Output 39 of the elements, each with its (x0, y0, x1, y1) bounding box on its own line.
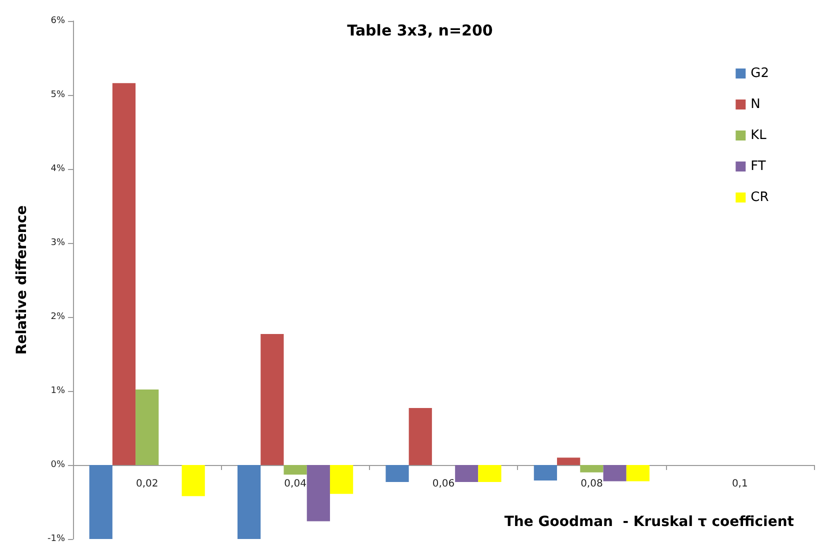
y-tick-label: 1% (50, 386, 66, 396)
bar (89, 465, 112, 539)
bar (534, 465, 558, 481)
x-tick-label: 0,02 (136, 478, 158, 490)
bar (386, 465, 409, 482)
bar (557, 458, 580, 465)
x-tick-label: 0,04 (284, 478, 306, 490)
bar (580, 465, 604, 472)
bar (478, 465, 502, 482)
y-tick-label: 4% (50, 164, 66, 174)
y-tick-label: -1% (47, 534, 66, 544)
bar (260, 334, 284, 465)
y-tick-label: 2% (50, 312, 66, 322)
x-tick-label: 0,06 (432, 478, 455, 490)
legend-label: N (750, 97, 760, 112)
bar (330, 465, 354, 494)
y-tick-label: 5% (50, 90, 66, 100)
bar (408, 408, 432, 465)
y-tick-label: 0% (50, 460, 66, 470)
bar (182, 465, 205, 496)
bar (112, 83, 136, 465)
legend-label: FT (750, 159, 766, 174)
legend-label: CR (750, 190, 769, 205)
y-tick-label: 6% (50, 16, 66, 26)
x-axis-title: The Goodman - Kruskal τ coefficient (504, 514, 794, 530)
legend-label: KL (750, 128, 768, 143)
bar (455, 465, 478, 482)
bar (284, 465, 307, 475)
y-tick-label: 3% (50, 238, 66, 248)
bar (626, 465, 650, 482)
bar (238, 465, 261, 539)
legend-label: G2 (750, 66, 770, 81)
bar (306, 465, 330, 522)
x-tick-label: 0,08 (580, 478, 603, 490)
x-tick-label: 0,1 (732, 478, 748, 490)
bar (136, 390, 159, 465)
bar (603, 465, 626, 482)
y-axis-title: Relative difference (14, 205, 30, 355)
chart-title: Table 3x3, n=200 (347, 22, 493, 40)
